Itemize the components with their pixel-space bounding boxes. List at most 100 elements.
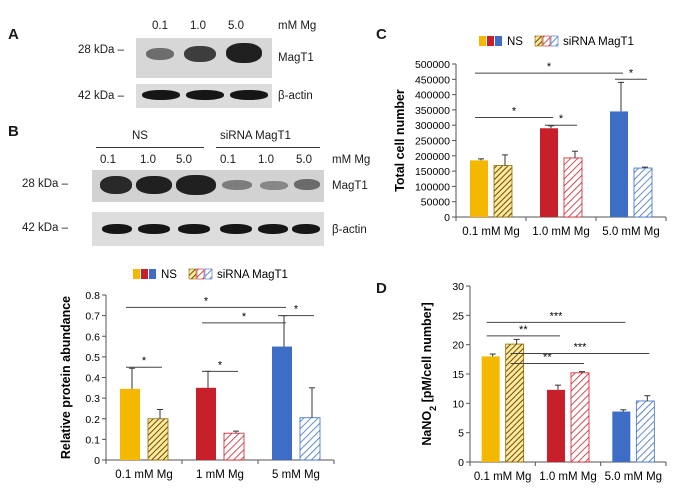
- panel-letter-c: C: [376, 26, 387, 43]
- bar: [610, 111, 628, 217]
- x-tick-label: 5.0 mM Mg: [602, 226, 660, 238]
- y-tick-label: 0.7: [85, 311, 100, 323]
- x-tick-label: 1 mM Mg: [196, 469, 244, 481]
- conc-label: 0.1: [100, 154, 116, 166]
- x-tick-label: 1.0 mM Mg: [539, 471, 597, 483]
- y-tick-label: 0.6: [85, 331, 100, 343]
- legend-label: siRNA MagT1: [217, 269, 288, 281]
- legend-swatch: [542, 35, 551, 47]
- significance-label: *: [512, 106, 517, 118]
- y-tick-label: 0.4: [85, 373, 100, 385]
- bar: [563, 157, 583, 218]
- kda-marker: 28 kDa –: [78, 44, 125, 56]
- protein-label: β-actin: [332, 224, 367, 236]
- legend-swatch: [479, 36, 486, 46]
- x-tick-label: 1.0 mM Mg: [532, 226, 590, 238]
- y-tick-label: 250000: [415, 136, 450, 148]
- significance-label: ***: [574, 341, 588, 353]
- significance-label: *: [218, 359, 223, 371]
- x-tick-label: 0.1 mM Mg: [462, 226, 520, 238]
- y-axis-label: Total cell number: [393, 89, 407, 192]
- y-tick-label: 0: [444, 212, 450, 224]
- y-tick-label: 10: [452, 398, 464, 410]
- y-tick-label: 0.1: [85, 434, 100, 446]
- y-tick-label: 0.5: [85, 352, 100, 364]
- y-tick-label: 0: [94, 455, 100, 467]
- group-label-ns: NS: [132, 130, 148, 142]
- legend-swatch: [149, 269, 156, 279]
- y-tick-label: 25: [452, 310, 464, 322]
- y-tick-label: 5: [458, 428, 464, 440]
- legend-swatch: [487, 36, 494, 46]
- bar: [612, 411, 631, 462]
- conc-label: 5.0: [176, 154, 192, 166]
- protein-label: MagT1: [278, 52, 314, 64]
- legend-swatch: [141, 269, 148, 279]
- y-tick-label: 350000: [415, 105, 450, 117]
- legend-swatch: [188, 268, 197, 280]
- conc-label: 1.0: [258, 154, 274, 166]
- y-tick-label: 300000: [415, 120, 450, 132]
- panel-letter-d: D: [376, 280, 387, 297]
- x-tick-label: 5 mM Mg: [272, 469, 320, 481]
- legend-swatch: [495, 36, 502, 46]
- protein-label: MagT1: [332, 180, 368, 192]
- bar: [120, 388, 140, 460]
- unit-label: mM Mg: [278, 20, 317, 32]
- conc-label: 5.0: [228, 20, 244, 32]
- significance-label: *: [629, 67, 634, 79]
- y-tick-label: 0.8: [85, 290, 100, 302]
- significance-label: **: [519, 324, 528, 336]
- x-tick-label: 0.1 mM Mg: [474, 471, 532, 483]
- significance-label: *: [142, 355, 147, 367]
- y-tick-label: 0.2: [85, 414, 100, 426]
- y-tick-label: 20: [452, 340, 464, 352]
- y-axis-label: Relative protein abundance: [59, 296, 73, 459]
- y-tick-label: 150000: [415, 166, 450, 178]
- y-tick-label: 450000: [415, 74, 450, 86]
- legend-swatch: [204, 268, 213, 280]
- bar: [633, 167, 653, 218]
- bar: [223, 432, 245, 461]
- unit-label: mM Mg: [332, 154, 371, 166]
- western-blot-actin: [136, 84, 272, 108]
- bar: [505, 343, 525, 463]
- y-tick-label: 500000: [415, 59, 450, 71]
- group-line-ns: [96, 147, 204, 148]
- bar: [547, 389, 565, 462]
- western-blot-magt1: [136, 38, 272, 78]
- western-blot-magt1: [92, 170, 324, 202]
- conc-label: 0.1: [220, 154, 236, 166]
- bar: [481, 356, 500, 462]
- y-tick-label: 15: [452, 369, 464, 381]
- conc-label: 1.0: [190, 20, 206, 32]
- legend-label: NS: [507, 36, 523, 48]
- panel-letter-a: A: [8, 26, 19, 43]
- legend-swatch: [133, 269, 140, 279]
- bar: [299, 417, 321, 461]
- bar: [570, 372, 590, 463]
- significance-label: **: [543, 351, 552, 363]
- bar: [272, 346, 292, 460]
- x-tick-label: 5.0 mM Mg: [605, 471, 663, 483]
- bar: [493, 165, 513, 218]
- bar: [196, 387, 216, 460]
- significance-label: *: [547, 61, 552, 73]
- y-tick-label: 0: [458, 457, 464, 469]
- conc-label: 1.0: [140, 154, 156, 166]
- y-tick-label: 50000: [421, 197, 450, 209]
- y-axis-label: NaNO2 [pM/cell number]: [420, 302, 438, 445]
- bar: [470, 160, 488, 217]
- bar: [635, 400, 655, 463]
- group-label-sirna: siRNA MagT1: [220, 130, 291, 142]
- x-tick-label: 0.1 mM Mg: [115, 469, 173, 481]
- legend-swatch: [196, 268, 205, 280]
- western-blot-actin: [92, 212, 324, 246]
- bar: [540, 128, 558, 217]
- conc-label: 0.1: [152, 20, 168, 32]
- y-tick-label: 400000: [415, 90, 450, 102]
- significance-label: *: [204, 295, 209, 307]
- legend-label: siRNA MagT1: [563, 36, 634, 48]
